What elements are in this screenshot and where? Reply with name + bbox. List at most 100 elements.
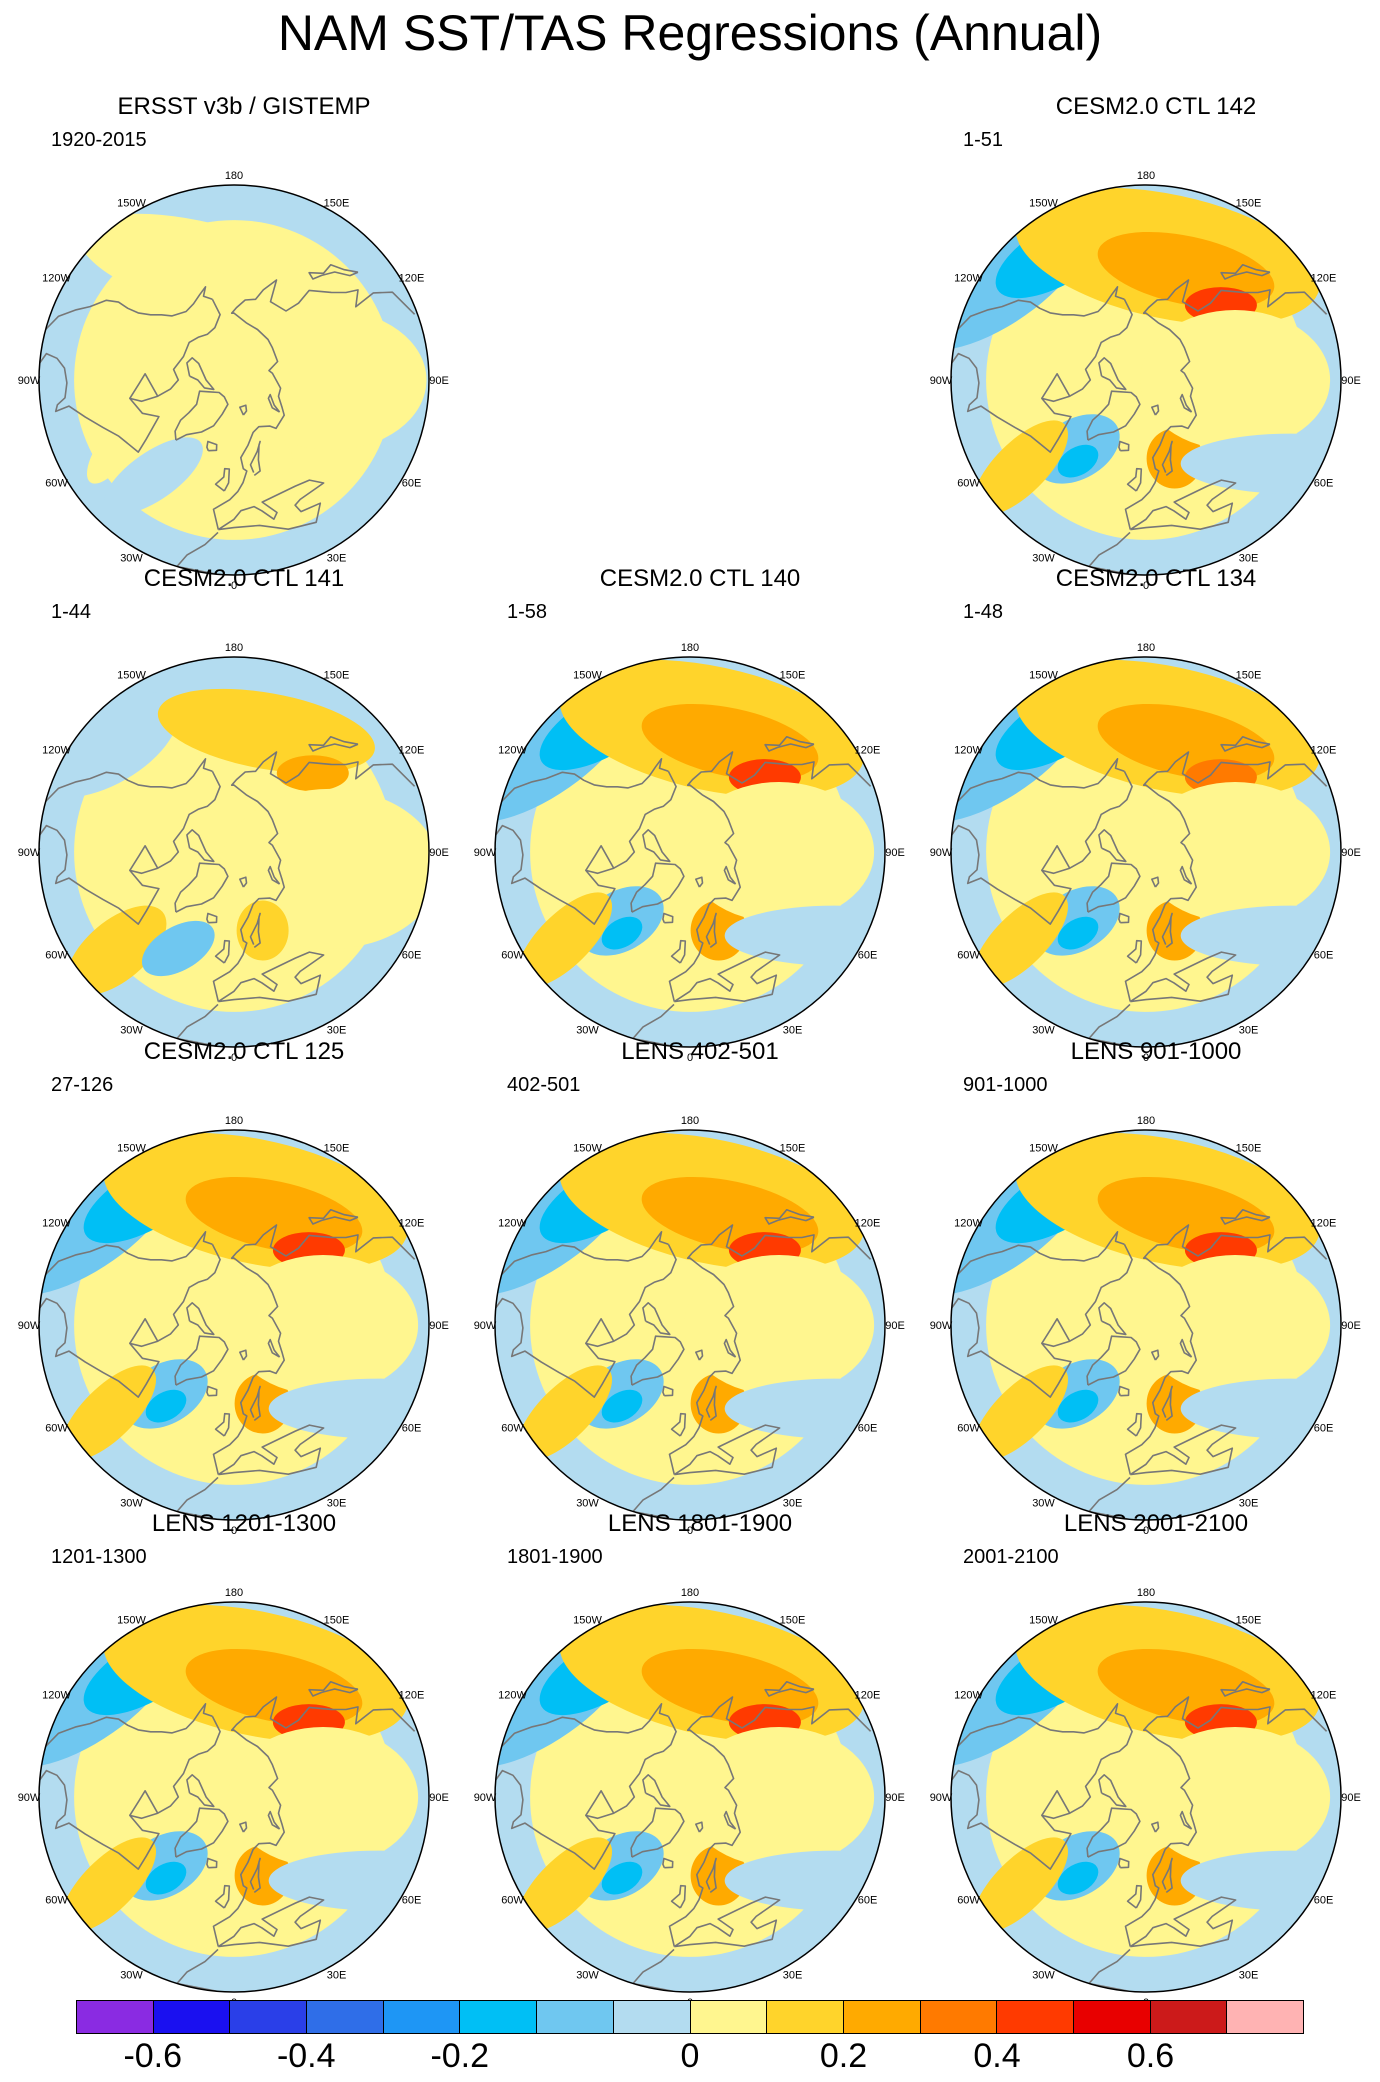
longitude-label: 180 <box>1137 170 1155 182</box>
north-america-coastline <box>39 1243 221 1398</box>
longitude-label: 60E <box>402 478 422 490</box>
novaya-zemlya-coastline <box>267 1810 281 1830</box>
map-border <box>494 656 886 1048</box>
longitude-label: 90E <box>885 1792 905 1804</box>
novaya-zemlya-coastline <box>723 1810 737 1830</box>
eurasia-warm-anomaly <box>236 310 427 450</box>
labrador-cold-core <box>145 1389 187 1423</box>
panel-title: LENS 901-1000 <box>1070 1038 1242 1065</box>
subtropical-cold-band <box>724 905 885 966</box>
longitude-label: 60E <box>858 1423 878 1435</box>
novaya-zemlya-coastline <box>1179 1338 1193 1358</box>
novaya-zemlya-coastline <box>267 1338 281 1358</box>
colorbar-swatches <box>76 2000 1304 2034</box>
longitude-label: 90W <box>930 375 953 387</box>
longitude-label: 120E <box>1311 745 1337 757</box>
iceland-coastline <box>662 912 674 924</box>
longitude-label: 150W <box>573 1143 602 1155</box>
colorbar-tick-label: 0.6 <box>1126 2037 1175 2075</box>
longitude-label: 60W <box>45 478 68 490</box>
greenland-coastline <box>174 1335 229 1386</box>
longitude-label: 90E <box>1341 847 1361 859</box>
colorbar-tick-label: -0.2 <box>430 2037 490 2075</box>
africa-coastline <box>1088 531 1131 575</box>
iceland-coastline <box>206 1857 218 1869</box>
british-isles-coastline <box>670 1884 687 1909</box>
map-panel-lens1201: LENS 1201-1300 180 150E 120E 90E 60E 30E 0 30W 60… <box>14 1507 474 2009</box>
map-border <box>950 1129 1342 1521</box>
panel-title: CESM2.0 CTL 134 <box>1055 565 1257 592</box>
north-america-coastline <box>495 770 677 925</box>
novaya-zemlya-coastline <box>267 393 281 413</box>
iceland-coastline <box>662 1385 674 1397</box>
longitude-label: 120W <box>954 1690 983 1702</box>
longitude-label: 120E <box>399 1218 425 1230</box>
hudson-bay-coastline <box>585 844 615 871</box>
longitude-label: 180 <box>225 642 243 654</box>
longitude-label: 60W <box>957 478 980 490</box>
greenland-coastline <box>174 862 229 913</box>
scandinavia-warm-anomaly <box>236 900 289 961</box>
hudson-bay-coastline <box>1041 1317 1071 1344</box>
africa-coastline <box>1088 1003 1131 1047</box>
polar-map: 180 150E 120E 90E 60E 30E 0 30W 60W 90W 120W 150W <box>474 642 905 1064</box>
panel-period: 402-501 <box>507 1074 581 1096</box>
map-border <box>38 184 430 576</box>
greenland-coastline <box>630 862 685 913</box>
longitude-label: 90E <box>1341 1792 1361 1804</box>
svalbard-coastline <box>1151 1349 1160 1361</box>
map-border <box>494 1601 886 1993</box>
north-pacific-warm-anomaly <box>78 213 351 327</box>
panel-title: CESM2.0 CTL 141 <box>143 565 345 592</box>
longitude-label: 120W <box>42 1690 71 1702</box>
polar-map: 180 150E 120E 90E 60E 30E 0 30W 60W 90W 120W 150W <box>930 170 1361 592</box>
scandinavia-coastline <box>1161 1385 1173 1422</box>
subtropical-atlantic-warm-anomaly <box>60 1365 157 1461</box>
longitude-label: 60E <box>858 1895 878 1907</box>
hudson-bay-coastline <box>585 1789 615 1816</box>
longitude-label: 150W <box>1029 1615 1058 1627</box>
longitude-label: 120E <box>1311 273 1337 285</box>
eurasia-coastline <box>1124 751 1328 1002</box>
longitude-label: 150W <box>117 1143 146 1155</box>
japan-coastline <box>1220 1681 1271 1697</box>
panel-period: 1920-2015 <box>51 129 147 151</box>
longitude-label: 120W <box>42 1218 71 1230</box>
longitude-label: 90E <box>885 847 905 859</box>
subtropical-atlantic-warm-anomaly <box>972 420 1069 516</box>
longitude-label: 60E <box>1314 478 1334 490</box>
greenland-coastline <box>630 1807 685 1858</box>
longitude-label: 120W <box>498 1218 527 1230</box>
british-isles-coastline <box>1126 467 1143 492</box>
longitude-label: 60W <box>957 1895 980 1907</box>
subtropical-cold-band <box>268 1850 429 1911</box>
labrador-cold-core <box>601 1389 643 1423</box>
panel-period: 1-48 <box>963 601 1004 623</box>
longitude-label: 90E <box>429 1320 449 1332</box>
colorbar-tick-label: 0 <box>680 2037 700 2075</box>
map-border <box>950 656 1342 1048</box>
subtropical-cold-band <box>1180 1850 1341 1911</box>
longitude-label: 90W <box>18 847 41 859</box>
colorbar-swatch-6 <box>537 2001 614 2033</box>
longitude-label: 180 <box>1137 1587 1155 1599</box>
north-america-coastline <box>951 1243 1133 1398</box>
colorbar-tick-label: -0.6 <box>123 2037 183 2075</box>
scandinavia-coastline <box>249 1857 261 1894</box>
hudson-bay-coastline <box>129 372 159 399</box>
iceland-coastline <box>1118 440 1130 452</box>
mediterranean-coastline <box>1129 1896 1237 1948</box>
north-atlantic-cold-anomaly <box>103 437 203 515</box>
longitude-label: 120E <box>1311 1690 1337 1702</box>
longitude-label: 150E <box>324 1615 350 1627</box>
subtropical-cold-band <box>724 1378 885 1439</box>
colorbar-swatch-14 <box>1150 2001 1228 2033</box>
greenland-coastline <box>174 1807 229 1858</box>
eurasia-coastline <box>212 1696 416 1947</box>
scandinavia-coastline <box>1161 1857 1173 1894</box>
panel-title: CESM2.0 CTL 125 <box>143 1038 345 1065</box>
subtropical-cold-band <box>724 1850 885 1911</box>
africa-coastline <box>176 1003 219 1047</box>
longitude-label: 60E <box>1314 1895 1334 1907</box>
british-isles-coastline <box>1126 1412 1143 1437</box>
